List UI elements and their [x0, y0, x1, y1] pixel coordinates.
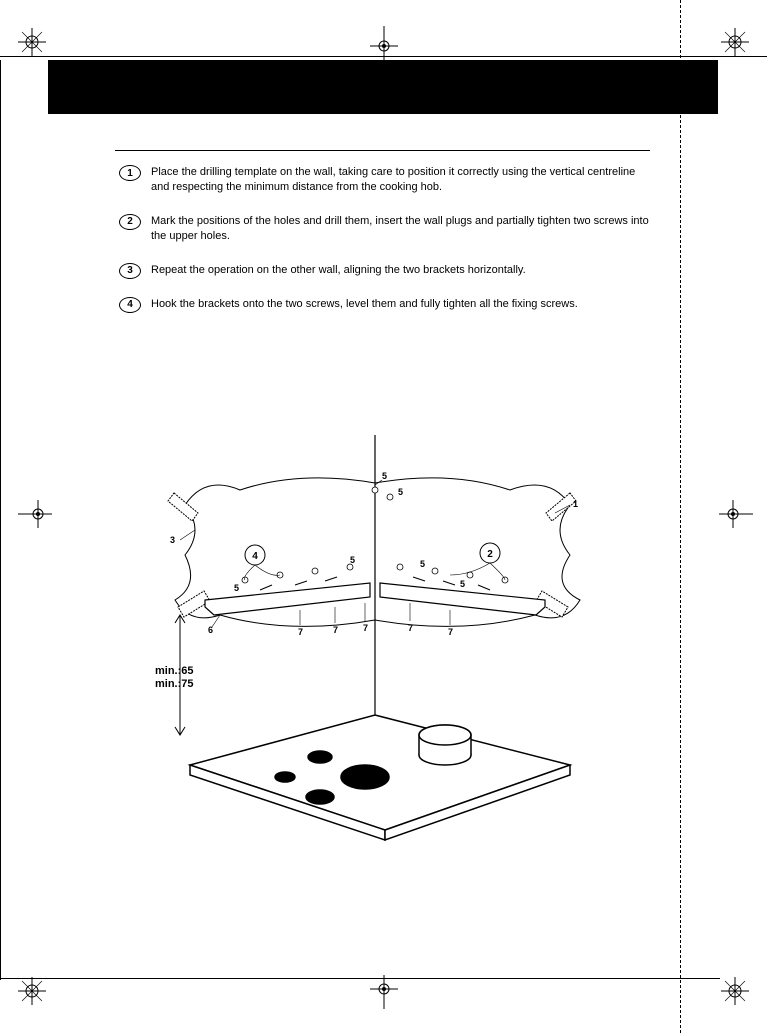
page-bottom-rule — [0, 978, 720, 979]
page-top-rule — [0, 56, 767, 57]
installation-diagram: 2 4 1 3 5 5 5 — [150, 435, 600, 885]
svg-text:3: 3 — [170, 535, 175, 545]
svg-text:5: 5 — [398, 487, 403, 497]
min-distance-line-1: min.:65 — [155, 665, 194, 678]
step-number: 1 — [115, 165, 145, 196]
step-2: 2 Mark the positions of the holes and dr… — [115, 214, 650, 245]
step-text: Hook the brackets onto the two screws, l… — [145, 297, 650, 313]
svg-text:7: 7 — [363, 623, 368, 633]
crop-mark-bottom-center — [370, 975, 398, 1009]
svg-text:7: 7 — [448, 627, 453, 637]
crop-mark-right-center — [719, 500, 753, 528]
crop-mark-bottom-left — [18, 977, 46, 1005]
page-left-rule — [0, 60, 1, 980]
step-text: Mark the positions of the holes and dril… — [145, 214, 650, 245]
svg-text:4: 4 — [252, 551, 258, 562]
svg-text:1: 1 — [573, 499, 578, 509]
instruction-steps: 1 Place the drilling template on the wal… — [115, 165, 650, 331]
step-text: Place the drilling template on the wall,… — [145, 165, 650, 196]
crop-mark-bottom-right — [721, 977, 749, 1005]
svg-text:7: 7 — [333, 625, 338, 635]
svg-text:5: 5 — [234, 583, 239, 593]
step-1: 1 Place the drilling template on the wal… — [115, 165, 650, 196]
svg-text:5: 5 — [382, 471, 387, 481]
step-3: 3 Repeat the operation on the other wall… — [115, 263, 650, 279]
step-text: Repeat the operation on the other wall, … — [145, 263, 650, 279]
min-distance-line-2: min.:75 — [155, 678, 194, 691]
header-bar — [48, 60, 718, 114]
svg-text:7: 7 — [298, 627, 303, 637]
crop-mark-top-right — [721, 28, 749, 56]
section-rule — [115, 150, 650, 151]
crop-mark-left-center — [18, 500, 52, 528]
svg-text:7: 7 — [408, 623, 413, 633]
min-distance-label: min.:65 min.:75 — [155, 665, 194, 691]
step-number: 3 — [115, 263, 145, 279]
step-number: 2 — [115, 214, 145, 245]
fold-line — [680, 0, 681, 1033]
step-4: 4 Hook the brackets onto the two screws,… — [115, 297, 650, 313]
svg-text:2: 2 — [487, 549, 493, 560]
crop-mark-top-center — [370, 26, 398, 60]
svg-text:5: 5 — [460, 579, 465, 589]
step-number: 4 — [115, 297, 145, 313]
svg-text:6: 6 — [208, 625, 213, 635]
svg-text:5: 5 — [350, 555, 355, 565]
crop-mark-top-left — [18, 28, 46, 56]
svg-text:5: 5 — [420, 559, 425, 569]
